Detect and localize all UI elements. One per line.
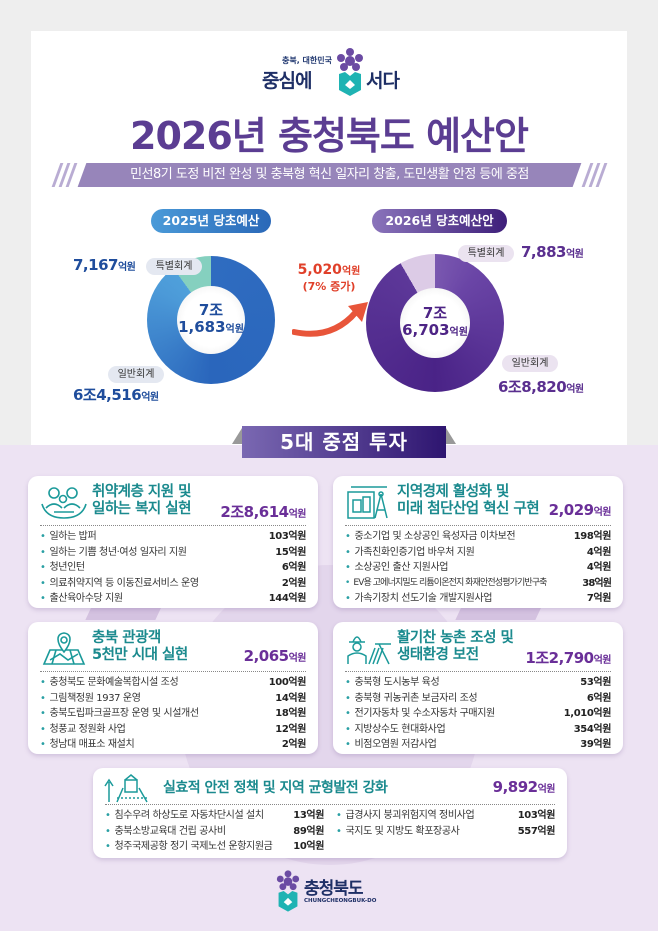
label-2025-budget: 2025년 당초예산 (151, 209, 271, 233)
section-title: 5대 중점 투자 (242, 426, 446, 458)
road-safety-icon (104, 774, 149, 803)
total-2025-line2: 1,683억원 (178, 318, 244, 336)
card-title: 실효적 안전 정책 및 지역 균형발전 강화 (163, 780, 388, 796)
label-2026-budget: 2026년 당초예산안 (372, 209, 507, 233)
subtitle: 민선8기 도정 비전 완성 및 충북형 혁신 일자리 창출, 도민생활 안정 등… (130, 167, 529, 182)
card-total: 2조8,614억원 (220, 503, 306, 521)
footer-name: 충청북도 (304, 879, 364, 899)
card-title: 취약계층 지원 및 일하는 복지 실현 (92, 484, 191, 517)
total-2026-line1: 7조 (422, 304, 448, 322)
card-total: 1조2,790억원 (525, 649, 611, 667)
general-2026-value: 6조8,820억원 (498, 378, 584, 396)
general-2025-tag: 일반회계 (108, 366, 164, 383)
footer-english-name: CHUNGCHEONGBUK-DO (304, 898, 377, 904)
family-care-icon (41, 487, 87, 519)
donut-chart-2025: 7조 1,683억원 (147, 256, 275, 384)
donut-center-2025: 7조 1,683억원 (177, 286, 245, 354)
total-2026-line2: 6,703억원 (402, 321, 468, 339)
section-banner: 5대 중점 투자 (222, 426, 456, 458)
card-total: 9,892억원 (492, 778, 556, 796)
total-2025-line1: 7조 (198, 301, 224, 319)
divider (345, 525, 611, 526)
special-2025-value: 7,167억원 (73, 256, 136, 274)
donut-chart-2026: 7조 6,703억원 (366, 254, 504, 392)
slogan-logo: 충북, 대한민국 중심에 서다 (260, 48, 410, 100)
increase-arrow-icon (292, 302, 368, 337)
special-2026-value: 7,883억원 (521, 243, 584, 261)
decor-stripes-left (51, 163, 78, 187)
divider (105, 804, 555, 805)
page-title: 2026년 충청북도 예산안 (130, 114, 529, 158)
investment-card-safety: 실효적 안전 정책 및 지역 균형발전 강화 9,892억원 침수우려 하상도로… (93, 768, 567, 858)
increase-label: 5,020억원 (7% 증가) (297, 262, 361, 293)
divider (40, 671, 306, 672)
chungbuk-flower-icon (337, 48, 363, 96)
decor-stripes-right (581, 163, 608, 187)
chungbuk-flower-icon (276, 870, 300, 912)
special-2025-tag: 특별회계 (146, 258, 202, 275)
divider (345, 671, 611, 672)
farmer-field-icon (347, 636, 391, 665)
investment-card-economy: 지역경제 활성화 및미래 첨단산업 혁신 구현 2,029억원 중소기업 및 소… (333, 476, 623, 608)
blueprint-compass-icon (347, 486, 388, 519)
slogan-right-text: 서다 (366, 70, 400, 92)
special-2026-tag: 특별회계 (458, 245, 514, 262)
slogan-small-text: 충북, 대한민국 (282, 56, 332, 65)
general-2025-value: 6조4,516억원 (73, 386, 159, 404)
card-total: 2,029억원 (548, 501, 612, 519)
general-2026-tag: 일반회계 (502, 355, 558, 372)
card-title: 충북 관광객 5천만 시대 실현 (92, 630, 188, 663)
card-title: 지역경제 활성화 및 미래 첨단산업 혁신 구현 (397, 484, 540, 517)
slogan-left-text: 중심에 (262, 70, 312, 92)
card-total: 2,065억원 (243, 647, 307, 665)
donut-center-2026: 7조 6,703억원 (400, 288, 470, 358)
divider (40, 525, 306, 526)
map-pin-icon (42, 632, 86, 665)
card-title: 활기찬 농촌 조성 및 생태환경 보전 (397, 630, 514, 663)
footer-logo: 충청북도 CHUNGCHEONGBUK-DO (276, 868, 396, 918)
